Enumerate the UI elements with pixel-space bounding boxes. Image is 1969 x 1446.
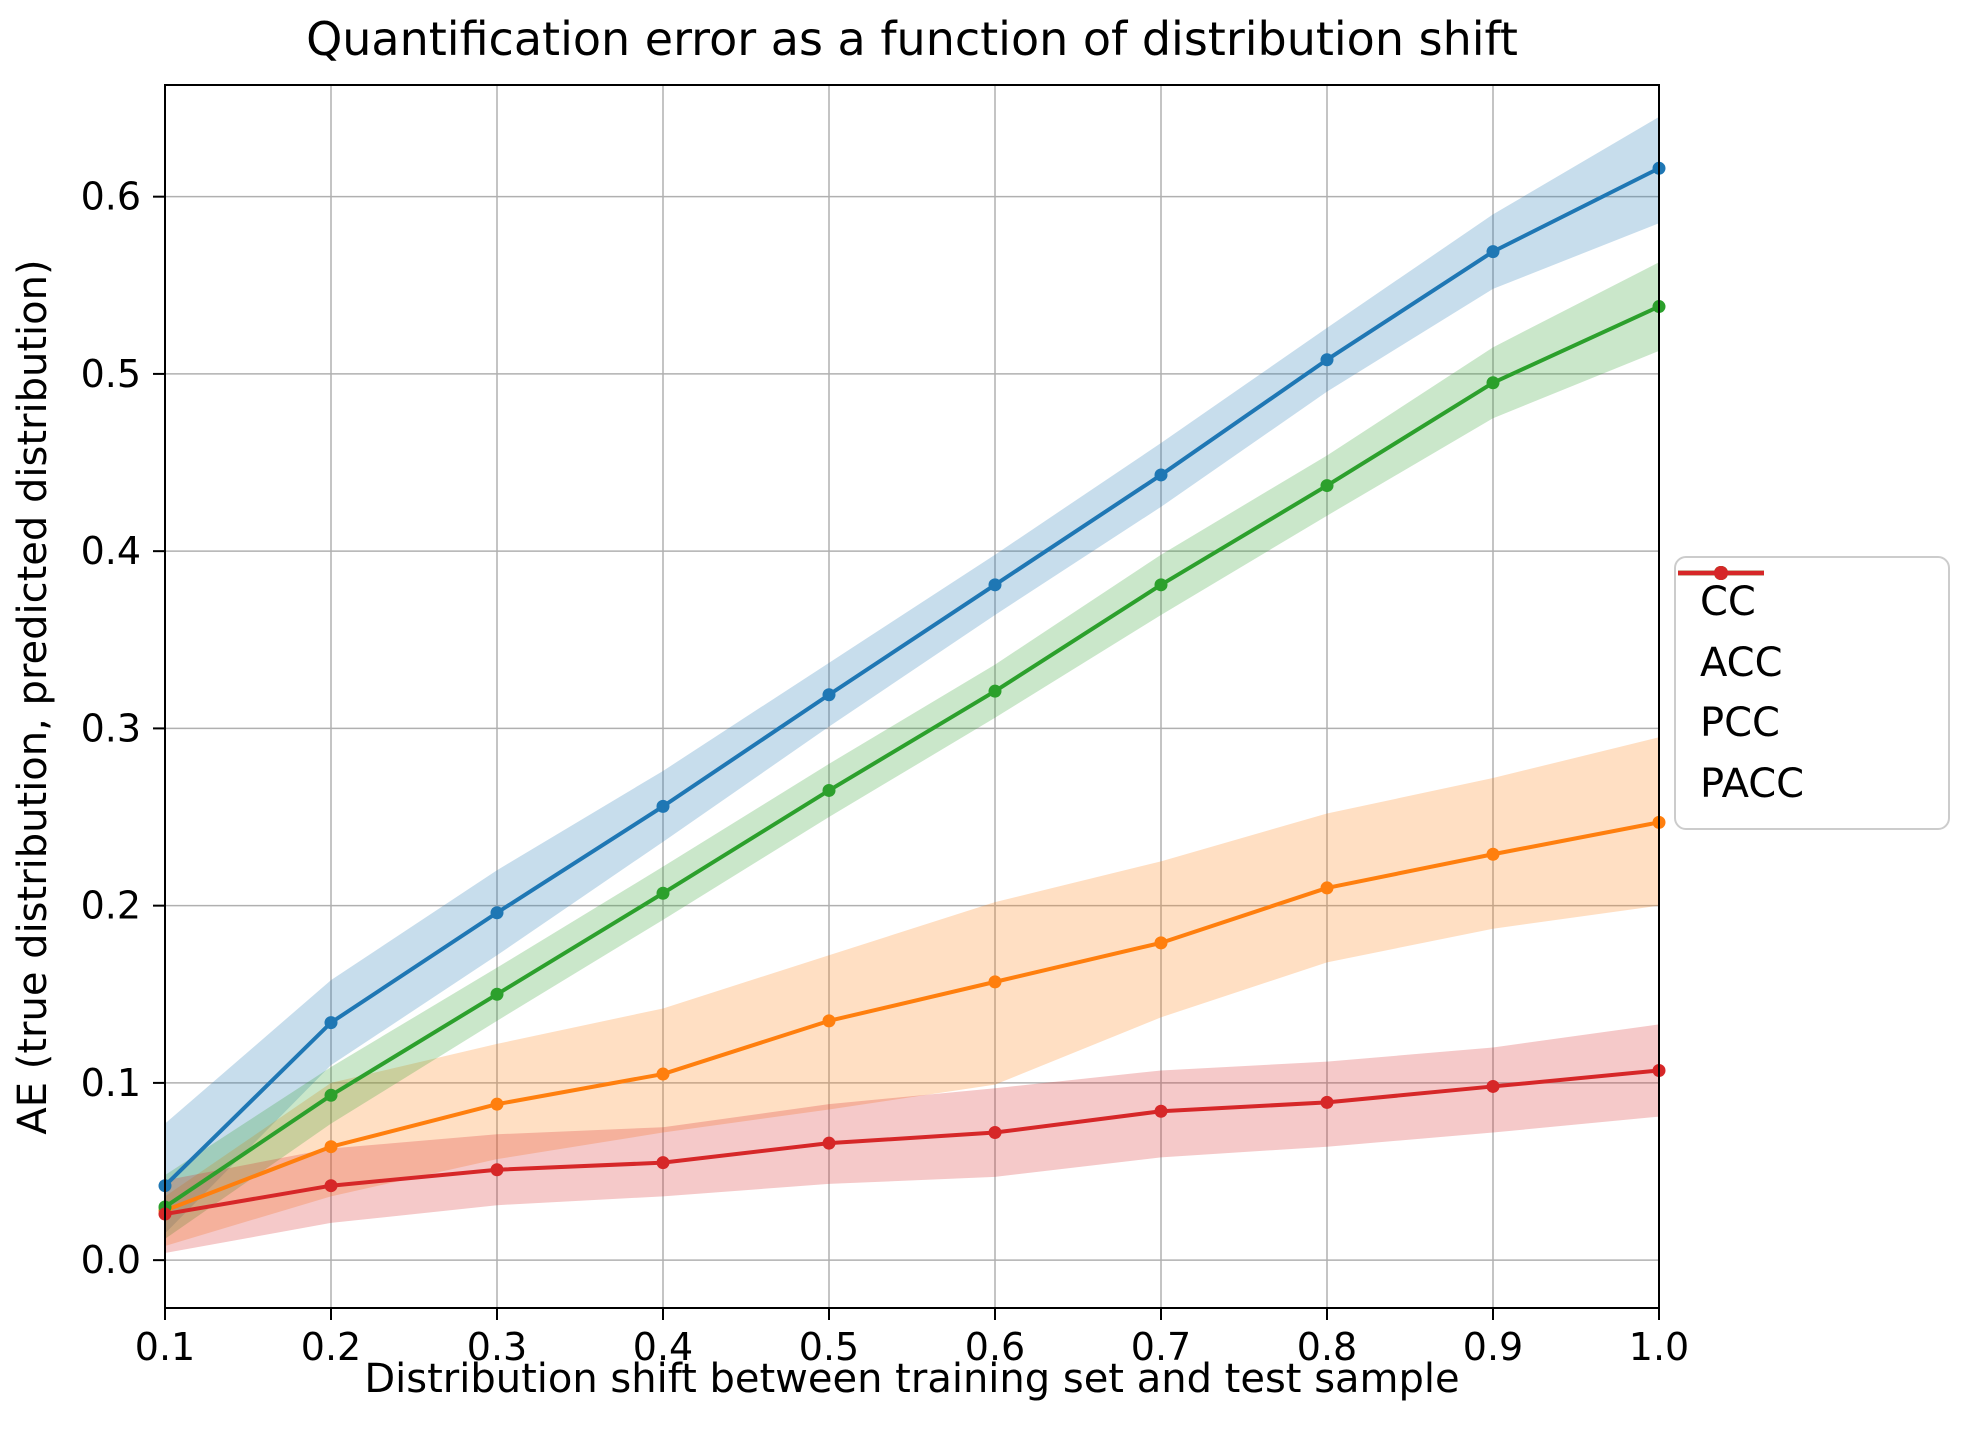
marker-cc [490,906,504,920]
x-tick-label: 1.0 [1629,1325,1689,1369]
marker-acc [490,1097,504,1111]
plot-border [164,84,1660,1309]
marker-pacc [490,1163,504,1177]
marker-pacc [324,1179,338,1193]
marker-pacc [822,1136,836,1150]
marker-cc [1486,245,1500,259]
marker-acc [1486,847,1500,861]
band-pcc [165,262,1659,1239]
x-tick-label: 0.8 [1297,1325,1357,1369]
marker-pcc [1320,479,1334,493]
marker-pacc [1154,1104,1168,1118]
band-acc [165,737,1659,1246]
y-tick-label: 0.1 [81,1061,141,1105]
marker-cc [656,799,670,813]
legend-item-pacc: PACC [1678,566,1938,807]
marker-pacc [656,1156,670,1170]
legend: CC ACC PCC PACC [1674,556,1950,830]
marker-pcc [988,684,1002,698]
marker-cc [988,578,1002,592]
x-tick-label: 0.3 [467,1325,527,1369]
marker-acc [324,1140,338,1154]
x-tick-label: 0.7 [1131,1325,1191,1369]
y-tick-label: 0.0 [81,1238,141,1282]
marker-pcc [490,987,504,1001]
x-tick-label: 0.2 [301,1325,361,1369]
marker-pcc [324,1088,338,1102]
legend-label: PACC [1700,760,1805,807]
marker-pcc [1486,376,1500,390]
y-tick-label: 0.6 [81,175,141,219]
marker-pcc [656,886,670,900]
band-cc [165,116,1659,1234]
legend-swatch-pacc-icon [1678,566,1764,580]
marker-acc [822,1014,836,1028]
y-tick-label: 0.4 [81,529,141,573]
line-acc [164,820,1660,1213]
legend-item-pcc: PCC [1678,566,1938,747]
marker-acc [1154,936,1168,950]
y-axis-label: AE (true distribution, predicted distrib… [10,259,56,1135]
marker-pacc [1320,1095,1334,1109]
x-tick-label: 0.9 [1463,1325,1523,1369]
marker-pacc [988,1126,1002,1140]
chart-title: Quantification error as a function of di… [306,12,1518,66]
marker-pcc [822,783,836,797]
legend-label: CC [1700,579,1756,626]
legend-item-cc: CC [1678,566,1938,626]
x-tick-label: 0.4 [633,1325,693,1369]
marker-cc [324,1016,338,1030]
legend-item-acc: ACC [1678,566,1938,686]
marker-cc [822,688,836,702]
line-cc [163,166,1660,1188]
x-tick-label: 0.6 [965,1325,1025,1369]
line-pcc [163,304,1660,1209]
line-pacc [164,1068,1660,1217]
marker-pcc [1154,578,1168,592]
legend-label: ACC [1700,639,1783,686]
marker-acc [988,975,1002,989]
x-tick-label: 0.5 [799,1325,859,1369]
marker-pacc [1486,1079,1500,1093]
marker-acc [1320,881,1334,895]
marker-acc [656,1067,670,1081]
legend-label: PCC [1700,700,1780,747]
y-tick-label: 0.3 [81,706,141,750]
x-axis-label: Distribution shift between training set … [364,1356,1460,1402]
y-tick-label: 0.2 [81,884,141,928]
marker-cc [1320,353,1334,367]
x-tick-label: 0.1 [135,1325,195,1369]
marker-cc [1154,468,1168,482]
y-tick-label: 0.5 [81,352,141,396]
